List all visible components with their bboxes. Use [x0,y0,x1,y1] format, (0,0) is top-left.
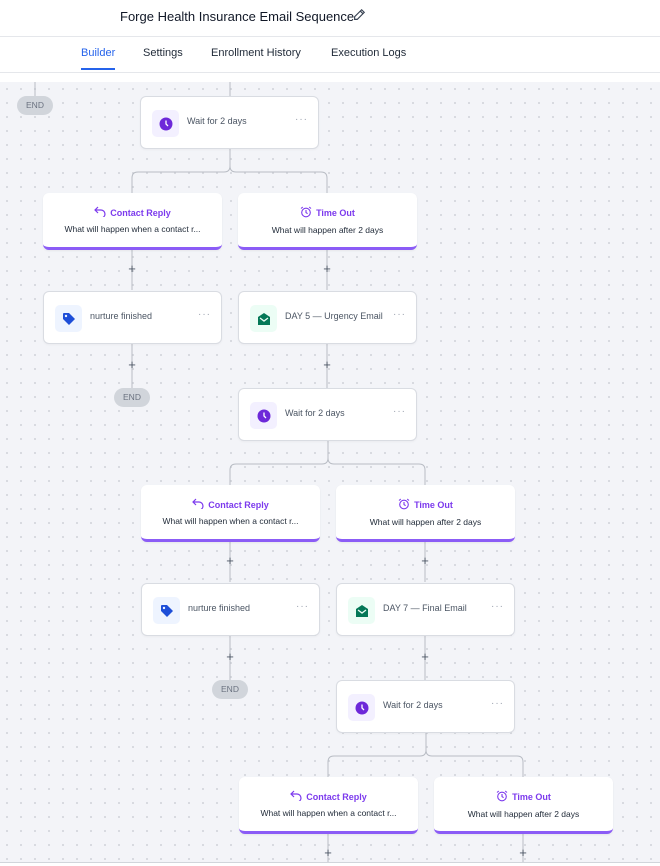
time-out-branch[interactable]: Time Out What will happen after 2 days [238,193,417,250]
more-options-icon[interactable]: ··· [295,114,308,125]
branch-subtitle: What will happen when a contact r... [260,808,397,818]
add-step-button[interactable]: + [323,261,331,276]
node-label: DAY 5 — Urgency Email [285,311,383,321]
more-options-icon[interactable]: ··· [491,698,504,709]
more-options-icon[interactable]: ··· [393,309,406,320]
add-step-button[interactable]: + [128,357,136,372]
branch-subtitle: What will happen after 2 days [369,517,482,527]
connector-line [327,733,427,777]
workflow-canvas[interactable]: END Wait for 2 days ··· Contact Reply What w… [0,82,660,863]
header: Forge Health Insurance Email Sequence [0,0,660,37]
end-node: END [114,387,150,407]
tab-bar: Builder Settings Enrollment History Exec… [0,37,660,73]
clock-icon [250,402,277,429]
reply-arrow-icon [192,498,204,511]
add-step-button[interactable]: + [324,845,332,860]
branch-title: Time Out [238,206,417,220]
branch-title: Contact Reply [43,206,222,219]
more-options-icon[interactable]: ··· [491,601,504,612]
email-icon [348,597,375,624]
contact-reply-branch[interactable]: Contact Reply What will happen when a con… [141,485,320,542]
branch-title: Contact Reply [141,498,320,511]
contact-reply-branch[interactable]: Contact Reply What will happen when a con… [239,777,418,834]
node-label: Wait for 2 days [187,116,247,126]
email-action-node[interactable]: DAY 5 — Urgency Email ··· [238,291,417,344]
branch-title-text: Time Out [414,500,453,510]
reply-arrow-icon [290,790,302,803]
branch-title-text: Contact Reply [306,791,367,802]
more-options-icon[interactable]: ··· [198,309,211,320]
add-step-button[interactable]: + [226,649,234,664]
branch-subtitle: What will happen after 2 days [271,225,384,235]
add-step-button[interactable]: + [519,845,527,860]
node-label: nurture finished [188,603,251,613]
alarm-clock-icon [300,206,312,220]
node-label: DAY 7 — Final Email [383,603,467,613]
contact-reply-branch[interactable]: Contact Reply What will happen when a con… [43,193,222,250]
tag-action-node[interactable]: nurture finished ··· [43,291,222,344]
branch-title: Contact Reply [239,790,418,803]
wait-step-node[interactable]: Wait for 2 days ··· [238,388,417,441]
email-action-node[interactable]: DAY 7 — Final Email ··· [336,583,515,636]
more-options-icon[interactable]: ··· [296,601,309,612]
tab-builder[interactable]: Builder [81,47,116,70]
tag-icon [55,305,82,332]
alarm-clock-icon [398,498,410,512]
page-title: Forge Health Insurance Email Sequence [120,9,355,24]
end-node: END [212,679,248,699]
branch-title-text: Time Out [512,792,551,802]
tab-enrollment-history[interactable]: Enrollment History [211,47,301,59]
add-step-button[interactable]: + [323,357,331,372]
clock-icon [152,110,179,137]
time-out-branch[interactable]: Time Out What will happen after 2 days [434,777,613,834]
add-step-button[interactable]: + [226,553,234,568]
tab-execution-logs[interactable]: Execution Logs [331,47,407,59]
connector-line [327,457,426,485]
add-step-button[interactable]: + [421,649,429,664]
branch-title-text: Contact Reply [208,499,269,510]
clock-icon [348,694,375,721]
branch-subtitle: What will happen when a contact r... [64,224,201,234]
branch-subtitle: What will happen after 2 days [467,809,580,819]
email-icon [250,305,277,332]
node-label: nurture finished [90,311,153,321]
alarm-clock-icon [496,790,508,804]
more-options-icon[interactable]: ··· [393,406,406,417]
end-node: END [17,96,53,115]
reply-arrow-icon [94,206,106,219]
time-out-branch[interactable]: Time Out What will happen after 2 days [336,485,515,542]
branch-title-text: Contact Reply [110,207,171,218]
pencil-icon[interactable] [352,8,366,22]
node-label: Wait for 2 days [285,408,345,418]
add-step-button[interactable]: + [128,261,136,276]
tab-settings[interactable]: Settings [143,47,183,59]
wait-step-node[interactable]: Wait for 2 days ··· [336,680,515,733]
node-label: Wait for 2 days [383,700,443,710]
connector-line [229,441,329,485]
tag-icon [153,597,180,624]
branch-subtitle: What will happen when a contact r... [162,516,299,526]
wait-step-node[interactable]: Wait for 2 days ··· [140,96,319,149]
branch-title-text: Time Out [316,208,355,218]
add-step-button[interactable]: + [421,553,429,568]
connector-line [425,749,524,777]
connector-line [131,149,231,193]
branch-title: Time Out [434,790,613,804]
connector-line [229,165,328,193]
tag-action-node[interactable]: nurture finished ··· [141,583,320,636]
branch-title: Time Out [336,498,515,512]
connector-lines [34,82,524,862]
